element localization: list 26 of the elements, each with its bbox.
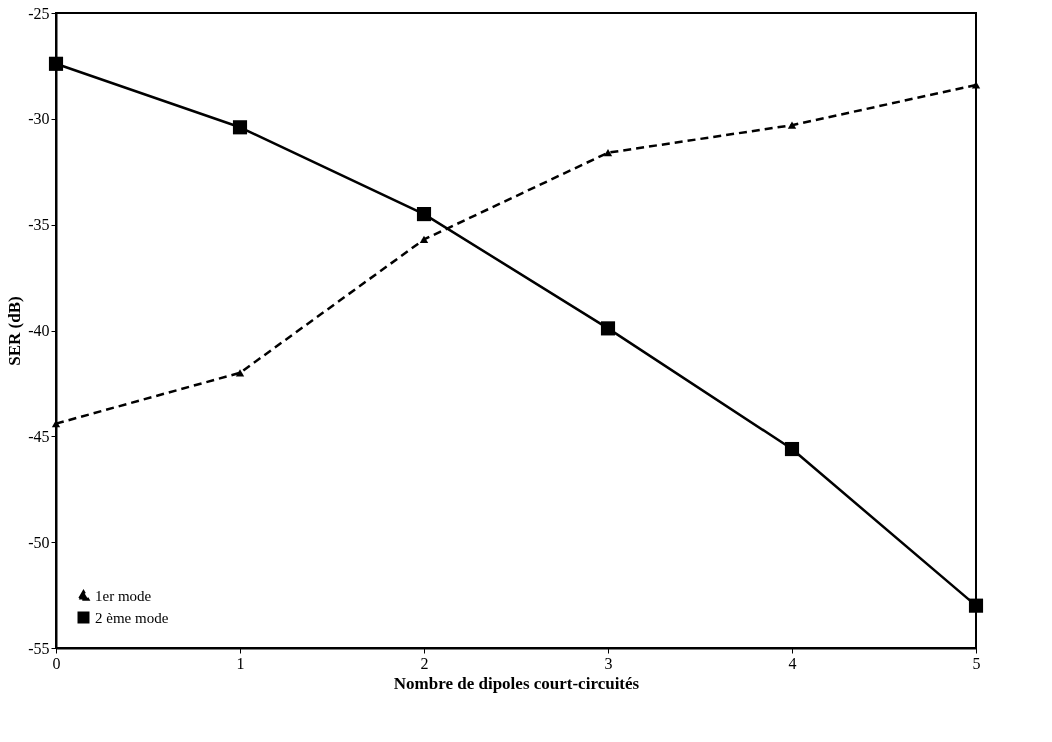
y-tick-label: -55	[28, 639, 50, 657]
point	[419, 235, 429, 244]
y-tick-label: -35	[28, 216, 50, 234]
x-tick-label: 3	[604, 654, 613, 672]
y-tick-label: -40	[28, 322, 50, 339]
point	[784, 441, 800, 457]
y-tick-label: -50	[28, 533, 50, 551]
legend-label: 1er mode	[95, 587, 152, 604]
x-tick-label: 4	[788, 654, 797, 672]
y-tick-label: -30	[28, 110, 50, 128]
point	[600, 321, 616, 336]
x-tick-label: 2	[420, 654, 429, 672]
x-tick-label: 0	[52, 654, 61, 672]
point	[232, 120, 248, 135]
y-axis-title: SER (dB)	[5, 296, 25, 366]
y-tick-label: -25	[28, 4, 50, 22]
x-axis-title: Nombre de dipoles court-circuités	[393, 673, 640, 693]
point	[968, 598, 984, 613]
x-tick-label: 1	[236, 654, 245, 672]
point	[787, 121, 797, 129]
point	[603, 149, 613, 157]
x-tick-label: 5	[972, 654, 981, 672]
point	[48, 56, 64, 71]
point	[416, 207, 432, 222]
legend-label: 2 ème mode	[95, 609, 169, 626]
y-tick-label: -45	[28, 427, 50, 445]
